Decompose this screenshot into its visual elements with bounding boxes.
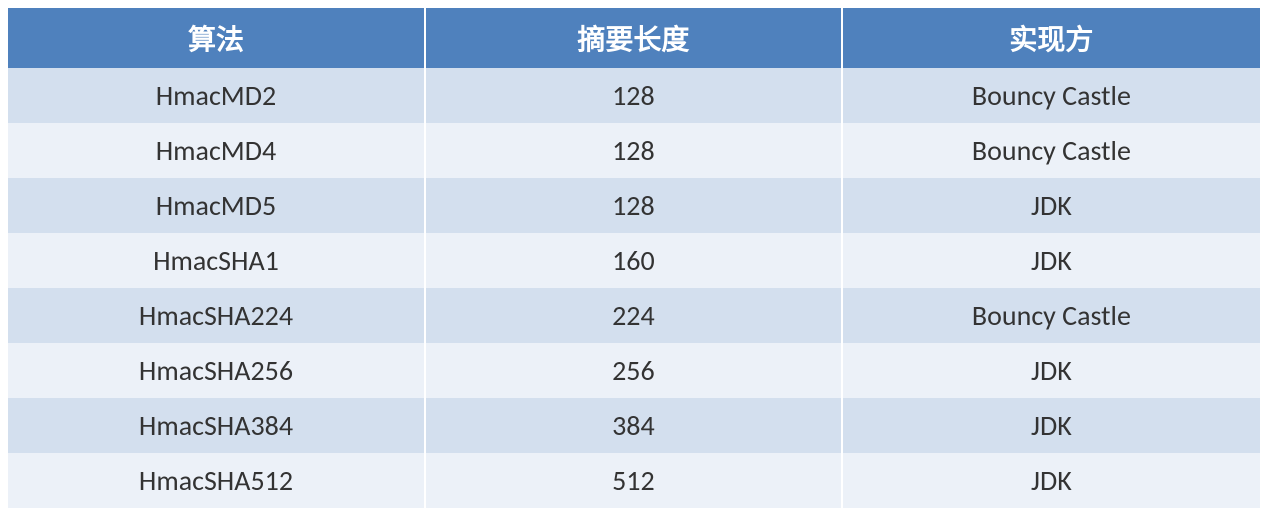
table-row: HmacSHA1 160 JDK	[8, 233, 1260, 288]
table-row: HmacMD2 128 Bouncy Castle	[8, 68, 1260, 123]
cell-implementer: Bouncy Castle	[842, 288, 1260, 343]
cell-algorithm: HmacSHA512	[8, 453, 425, 508]
column-header-implementer: 实现方	[842, 8, 1260, 68]
table-row: HmacSHA512 512 JDK	[8, 453, 1260, 508]
cell-algorithm: HmacMD2	[8, 68, 425, 123]
table-row: HmacMD4 128 Bouncy Castle	[8, 123, 1260, 178]
cell-algorithm: HmacMD5	[8, 178, 425, 233]
column-header-digest-length: 摘要长度	[425, 8, 842, 68]
cell-implementer: Bouncy Castle	[842, 123, 1260, 178]
cell-algorithm: HmacSHA256	[8, 343, 425, 398]
cell-digest-length: 128	[425, 178, 842, 233]
cell-algorithm: HmacSHA224	[8, 288, 425, 343]
cell-algorithm: HmacSHA384	[8, 398, 425, 453]
table-row: HmacSHA384 384 JDK	[8, 398, 1260, 453]
cell-implementer: Bouncy Castle	[842, 68, 1260, 123]
cell-algorithm: HmacMD4	[8, 123, 425, 178]
cell-digest-length: 160	[425, 233, 842, 288]
cell-digest-length: 224	[425, 288, 842, 343]
data-table: 算法 摘要长度 实现方 HmacMD2 128 Bouncy Castle Hm…	[8, 8, 1260, 508]
table-body: HmacMD2 128 Bouncy Castle HmacMD4 128 Bo…	[8, 68, 1260, 508]
cell-digest-length: 512	[425, 453, 842, 508]
hmac-algorithms-table: 算法 摘要长度 实现方 HmacMD2 128 Bouncy Castle Hm…	[8, 8, 1260, 508]
cell-digest-length: 128	[425, 68, 842, 123]
column-header-algorithm: 算法	[8, 8, 425, 68]
cell-implementer: JDK	[842, 343, 1260, 398]
cell-implementer: JDK	[842, 398, 1260, 453]
cell-implementer: JDK	[842, 233, 1260, 288]
table-row: HmacMD5 128 JDK	[8, 178, 1260, 233]
cell-implementer: JDK	[842, 453, 1260, 508]
cell-digest-length: 128	[425, 123, 842, 178]
cell-digest-length: 384	[425, 398, 842, 453]
table-row: HmacSHA256 256 JDK	[8, 343, 1260, 398]
cell-digest-length: 256	[425, 343, 842, 398]
table-row: HmacSHA224 224 Bouncy Castle	[8, 288, 1260, 343]
cell-implementer: JDK	[842, 178, 1260, 233]
cell-algorithm: HmacSHA1	[8, 233, 425, 288]
table-header-row: 算法 摘要长度 实现方	[8, 8, 1260, 68]
